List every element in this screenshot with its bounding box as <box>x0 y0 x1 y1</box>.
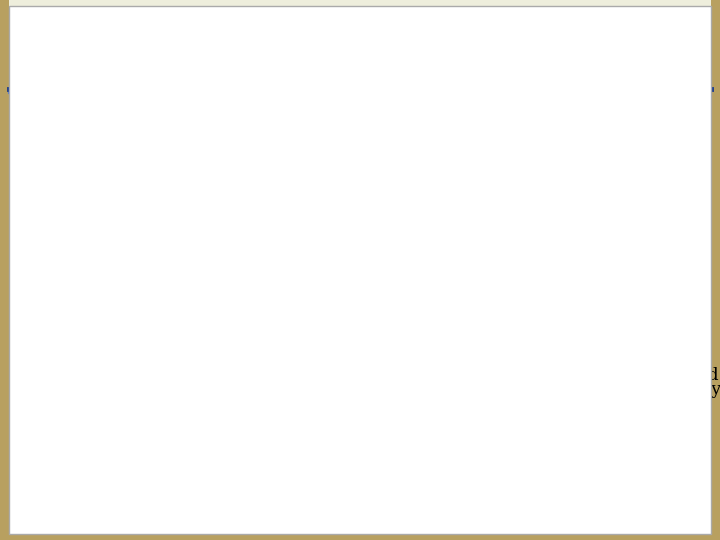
Text: .: . <box>375 278 381 295</box>
Text: transformed into a separable equation for the unknown function: transformed into a separable equation fo… <box>56 184 630 201</box>
Text: $\dfrac{dy}{dx} = F(v)$: $\dfrac{dy}{dx} = F(v)$ <box>392 177 493 223</box>
Circle shape <box>626 17 698 71</box>
Text: = y/x.: = y/x. <box>56 198 107 215</box>
Text: $y(x)= xv(x)$: $y(x)= xv(x)$ <box>385 279 529 307</box>
Text: in terms of: in terms of <box>281 278 387 295</box>
Text: iit: iit <box>529 34 555 55</box>
Text: This is done as follows: This is done as follows <box>32 291 231 308</box>
Text: into the differential equation for y.: into the differential equation for y. <box>421 381 720 399</box>
Text: $\bullet$: $\bullet$ <box>32 231 42 249</box>
Text: v: v <box>377 225 387 242</box>
Text: v: v <box>549 184 559 201</box>
Text: dy/dx: dy/dx <box>232 278 283 295</box>
Text: $\bullet$: $\bullet$ <box>32 177 42 195</box>
Text: $\Rightarrow \dfrac{dy(x)}{dx} = v(x)+ x\,\dfrac{dv(x)}{dx}$: $\Rightarrow \dfrac{dy(x)}{dx} = v(x)+ x… <box>66 368 345 422</box>
FancyBboxPatch shape <box>9 0 711 89</box>
Text: $\dfrac{dy}{dx} = F\!\left(\dfrac{y}{x}\right)$: $\dfrac{dy}{dx} = F\!\left(\dfrac{y}{x}\… <box>304 103 416 157</box>
Text: delhi: delhi <box>574 34 629 55</box>
Text: Next step is to replace: Next step is to replace <box>32 278 237 295</box>
Text: , in implicit or explicit: , in implicit or explicit <box>384 225 577 242</box>
Text: y: y <box>515 171 525 188</box>
Text: These expressions are introduced: These expressions are introduced <box>421 367 719 384</box>
Text: Solving Euler Homogeneous Equations: Solving Euler Homogeneous Equations <box>50 33 546 56</box>
Text: The original homogeneous equation for the function: The original homogeneous equation for th… <box>56 171 521 188</box>
Text: is: is <box>523 171 544 188</box>
Text: form, and then transforms back to y = x v.: form, and then transforms back to y = x … <box>56 239 429 256</box>
Text: v: v <box>369 278 379 295</box>
Text: First the Euler equations is solved for: First the Euler equations is solved for <box>56 225 395 242</box>
